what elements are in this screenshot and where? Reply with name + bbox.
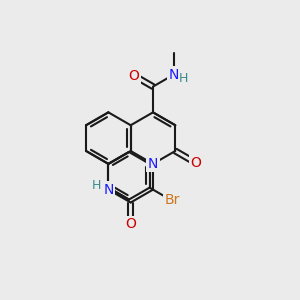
- Text: N: N: [103, 183, 114, 196]
- Text: H: H: [92, 179, 101, 192]
- Text: O: O: [190, 156, 201, 170]
- Text: N: N: [148, 157, 158, 171]
- Text: Br: Br: [164, 193, 180, 206]
- Text: N: N: [168, 68, 179, 82]
- Text: H: H: [179, 72, 188, 85]
- Text: O: O: [129, 69, 140, 83]
- Text: O: O: [125, 217, 136, 231]
